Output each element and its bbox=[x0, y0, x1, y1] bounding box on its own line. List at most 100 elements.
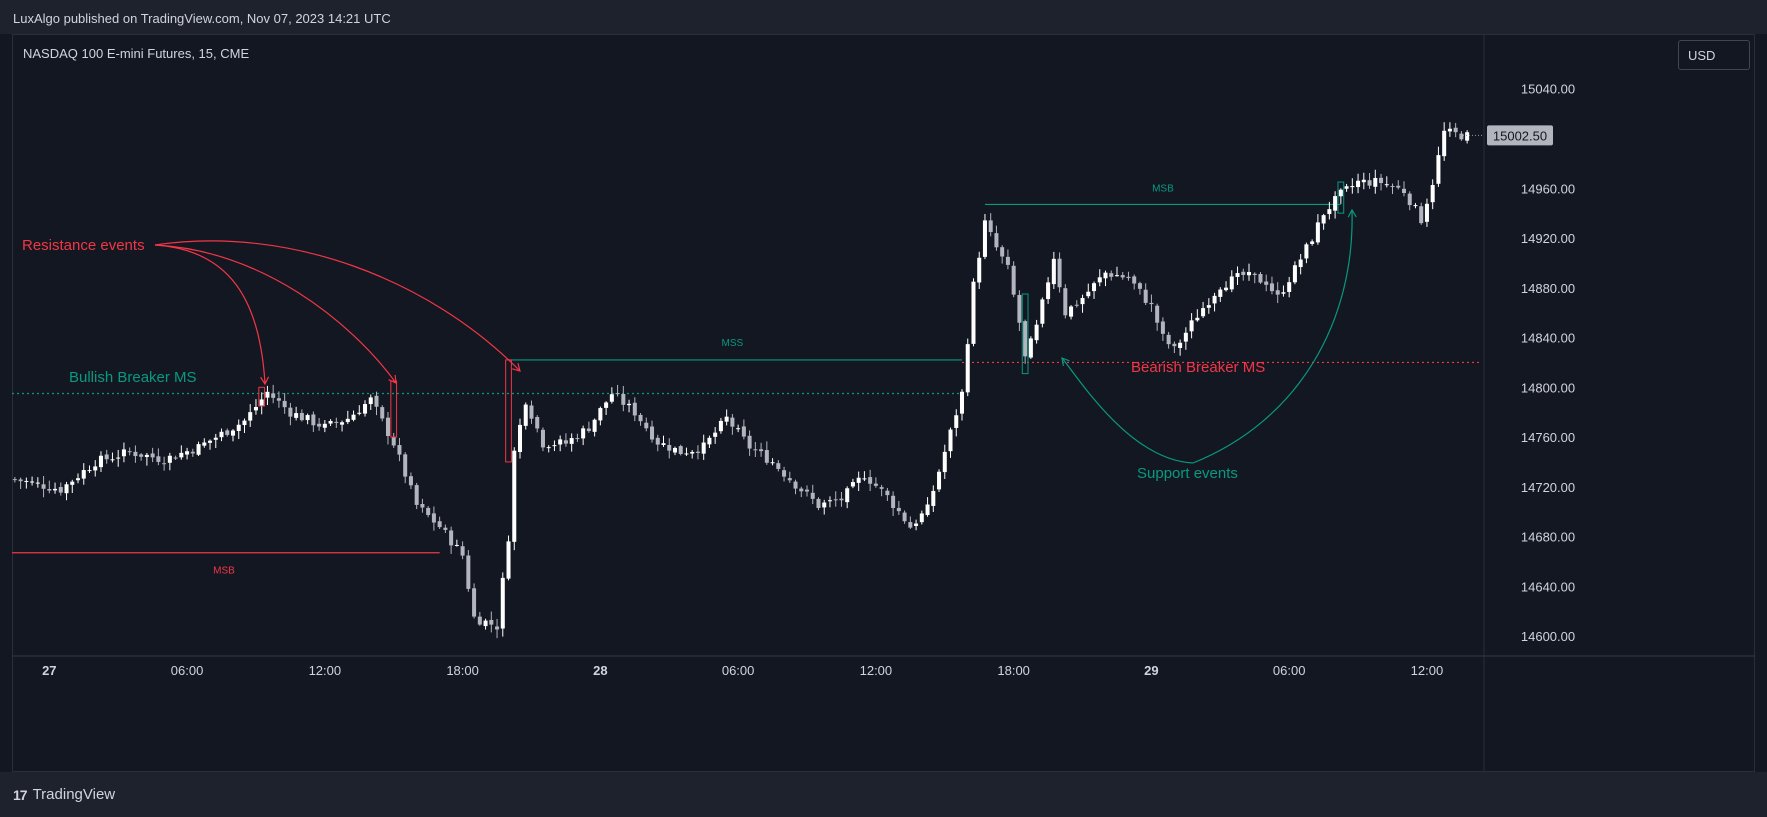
candle bbox=[225, 430, 230, 435]
support-arrow-1 bbox=[1061, 357, 1194, 464]
candle bbox=[1436, 155, 1441, 184]
candle bbox=[1333, 196, 1338, 211]
resistance-arrow-1 bbox=[154, 244, 270, 386]
candle bbox=[816, 498, 821, 508]
candle bbox=[1252, 273, 1257, 275]
candle bbox=[156, 456, 161, 462]
candle bbox=[810, 492, 815, 499]
time-tick-label: 06:00 bbox=[1273, 663, 1306, 678]
candle bbox=[1183, 332, 1188, 342]
candle bbox=[868, 477, 873, 484]
candle bbox=[1103, 272, 1108, 279]
candle bbox=[667, 445, 672, 451]
candle bbox=[1011, 265, 1016, 295]
candle bbox=[604, 402, 609, 408]
candle bbox=[1396, 185, 1401, 188]
candle bbox=[1155, 305, 1160, 323]
candle bbox=[449, 530, 454, 546]
candle bbox=[529, 405, 534, 419]
candle bbox=[1040, 299, 1045, 324]
chart-frame[interactable] bbox=[12, 34, 1755, 772]
candle bbox=[1132, 276, 1137, 284]
candle bbox=[236, 424, 241, 431]
price-tick-label: 14800.00 bbox=[1521, 380, 1575, 395]
candle bbox=[1017, 294, 1022, 323]
bearish-breaker-label: Bearish Breaker MS bbox=[1131, 359, 1265, 376]
candle bbox=[1092, 283, 1097, 292]
candle bbox=[793, 481, 798, 489]
price-tick-label: 14720.00 bbox=[1521, 480, 1575, 495]
candle bbox=[248, 412, 253, 421]
candle bbox=[1424, 203, 1429, 222]
candle bbox=[1287, 282, 1292, 292]
candle bbox=[1356, 180, 1361, 188]
mss-label: MSS bbox=[722, 338, 744, 349]
candle bbox=[317, 423, 322, 427]
candle bbox=[1430, 185, 1435, 203]
candle bbox=[1229, 276, 1234, 290]
candle bbox=[885, 490, 890, 496]
candle bbox=[351, 414, 356, 420]
candle bbox=[334, 421, 339, 423]
candle bbox=[1379, 177, 1384, 183]
candle bbox=[1401, 188, 1406, 194]
candle bbox=[380, 407, 385, 419]
candle bbox=[391, 436, 396, 446]
candle bbox=[1442, 130, 1447, 157]
candle bbox=[1149, 302, 1154, 305]
time-tick-label: 06:00 bbox=[722, 663, 755, 678]
candle bbox=[776, 463, 781, 469]
candle bbox=[741, 426, 746, 437]
candle bbox=[650, 426, 655, 440]
candle bbox=[408, 476, 413, 486]
candle bbox=[713, 432, 718, 437]
candle bbox=[822, 502, 827, 508]
time-tick-label: 12:00 bbox=[309, 663, 342, 678]
candle bbox=[919, 513, 924, 523]
candle bbox=[1241, 271, 1246, 275]
candle bbox=[632, 402, 637, 416]
candle bbox=[489, 619, 494, 625]
candle bbox=[1315, 222, 1320, 243]
candle bbox=[707, 437, 712, 445]
candle bbox=[569, 438, 574, 444]
candle bbox=[581, 428, 586, 439]
support-arrow-2 bbox=[1192, 208, 1357, 464]
candle bbox=[1126, 276, 1131, 279]
tradingview-logo[interactable]: 17 TradingView bbox=[13, 786, 115, 803]
candle bbox=[58, 487, 63, 493]
candle bbox=[35, 482, 40, 484]
candle bbox=[357, 412, 362, 414]
candle bbox=[1224, 287, 1229, 291]
candle bbox=[690, 451, 695, 454]
msb-left-label: MSB bbox=[213, 566, 235, 577]
price-tick-label: 14640.00 bbox=[1521, 579, 1575, 594]
currency-button[interactable]: USD bbox=[1678, 40, 1750, 70]
candle bbox=[1114, 275, 1119, 277]
candle bbox=[937, 471, 942, 490]
candle bbox=[1097, 277, 1102, 283]
candle bbox=[552, 445, 557, 447]
candle bbox=[764, 450, 769, 463]
candle bbox=[477, 616, 482, 625]
candle bbox=[621, 393, 626, 405]
candle bbox=[546, 447, 551, 449]
candle bbox=[76, 478, 81, 481]
candle bbox=[259, 399, 264, 407]
candle bbox=[965, 344, 970, 393]
candle bbox=[385, 417, 390, 437]
candle bbox=[1143, 289, 1148, 303]
candle bbox=[150, 453, 155, 458]
candle bbox=[1292, 265, 1297, 283]
candle bbox=[862, 478, 867, 480]
candle bbox=[340, 422, 345, 425]
candle bbox=[598, 408, 603, 421]
candle bbox=[1218, 289, 1223, 297]
price-tick-label: 14880.00 bbox=[1521, 281, 1575, 296]
support-events-label: Support events bbox=[1137, 465, 1238, 482]
candle bbox=[1447, 128, 1452, 132]
candle bbox=[827, 500, 832, 502]
resistance-arrow-3 bbox=[154, 240, 521, 372]
candle bbox=[127, 451, 132, 453]
